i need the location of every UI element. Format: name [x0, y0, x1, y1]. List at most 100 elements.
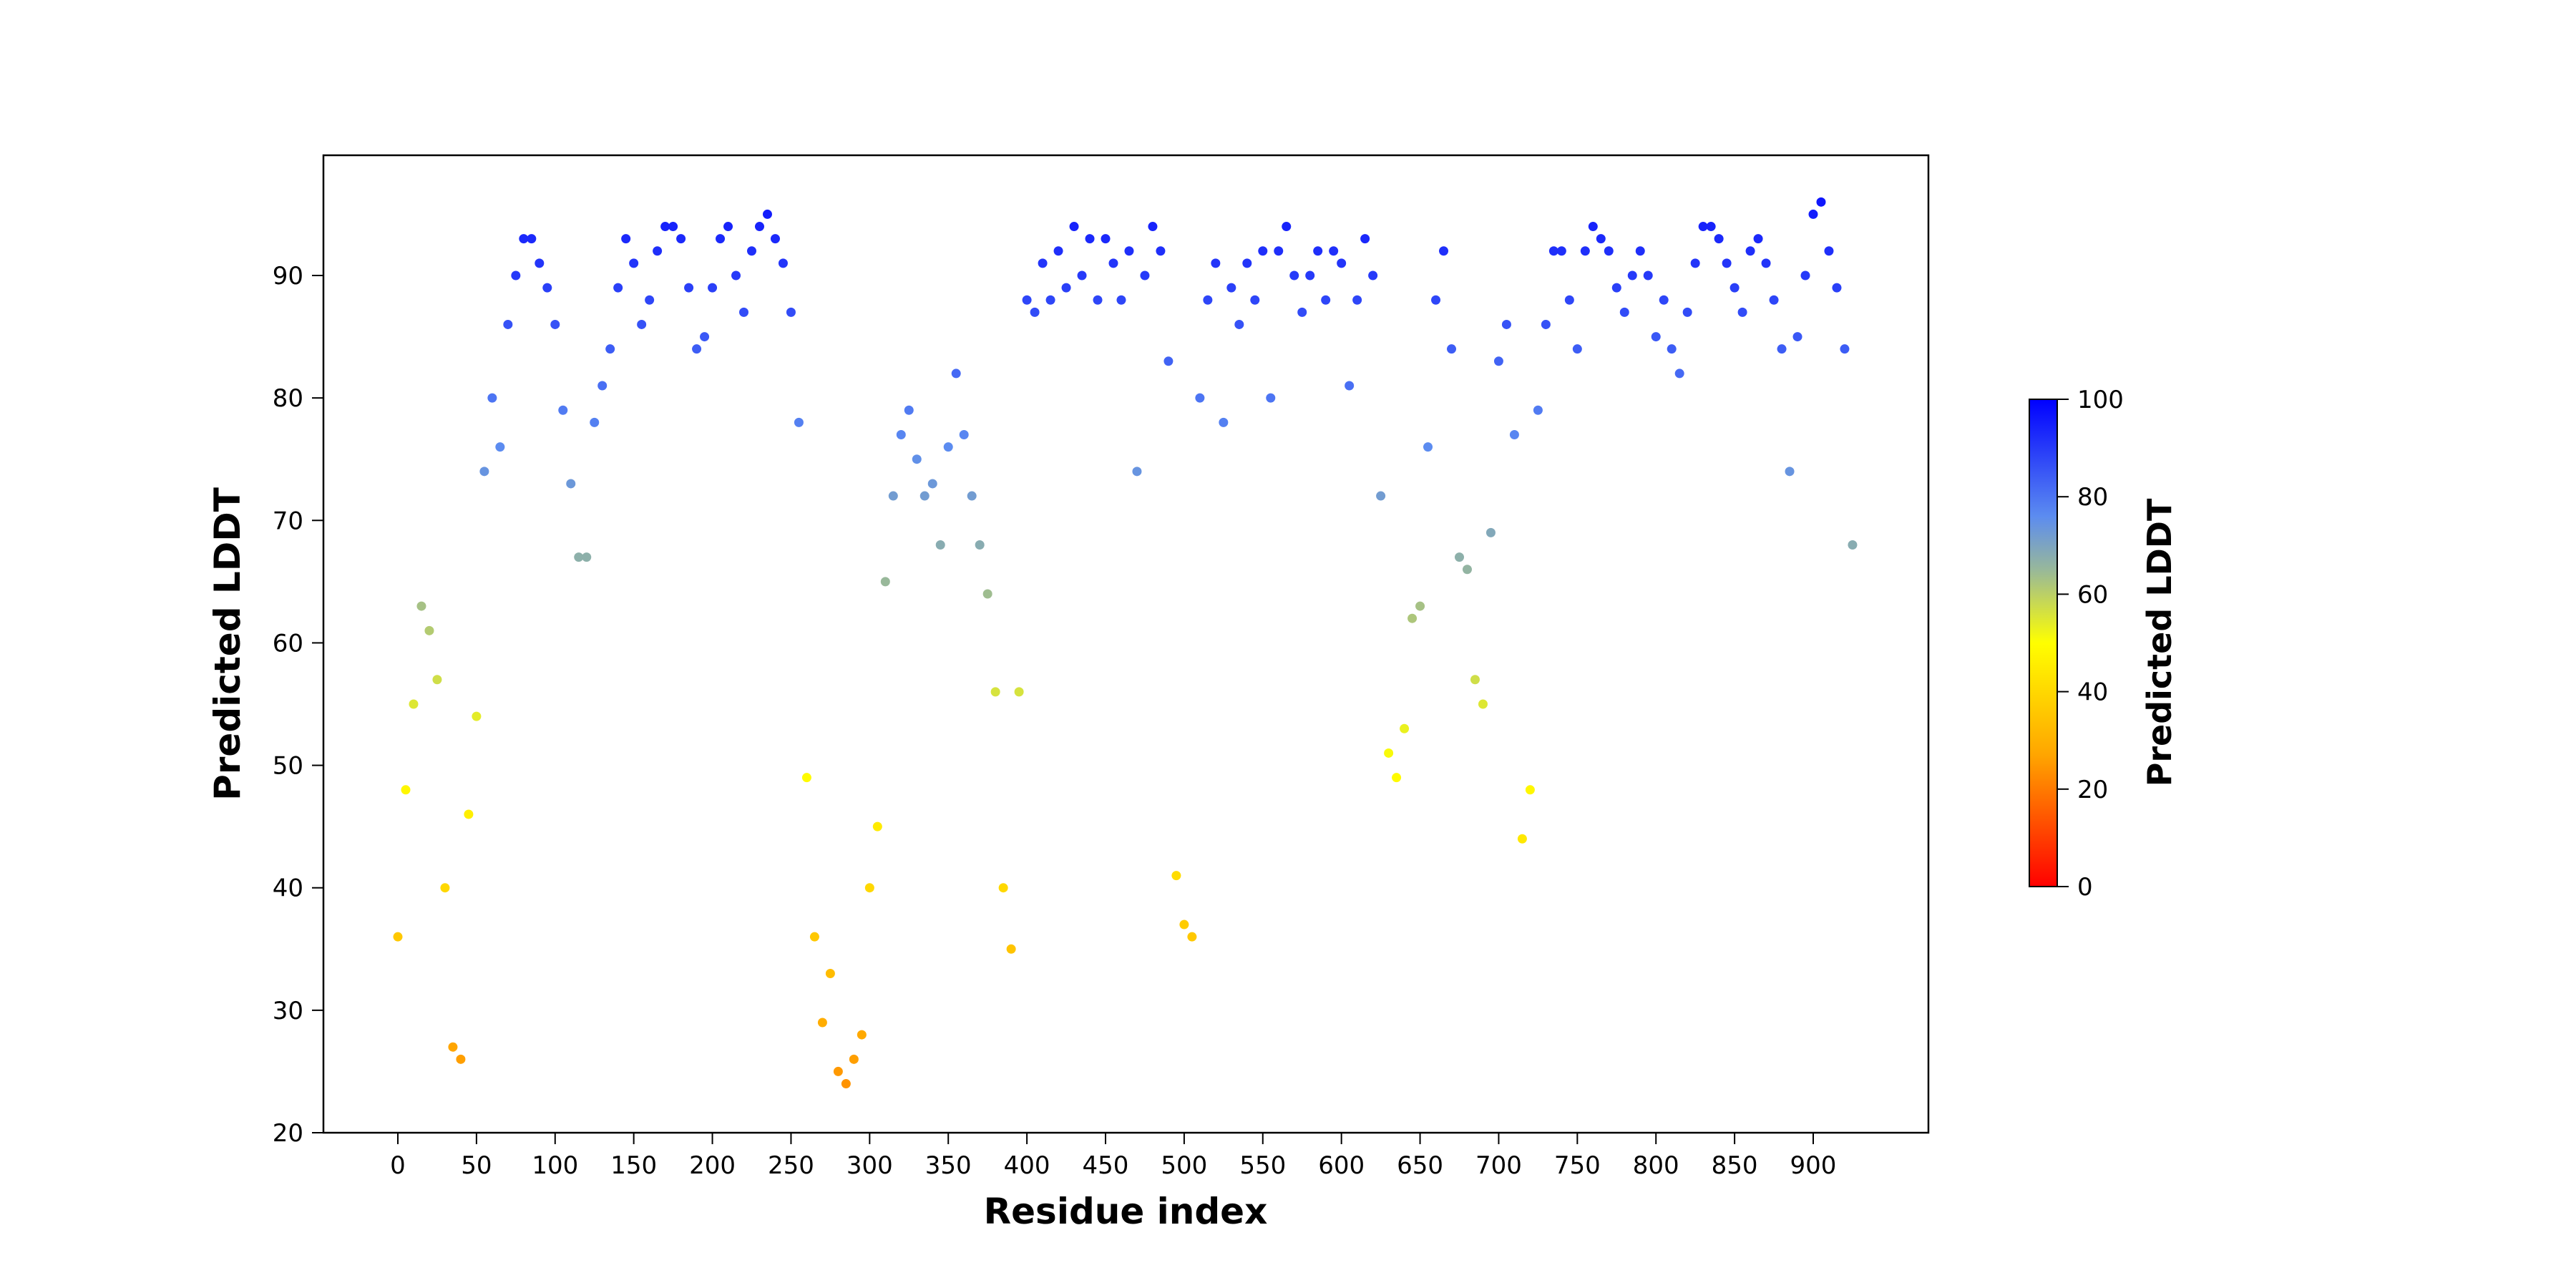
data-point	[708, 283, 718, 293]
y-tick-label: 60	[273, 629, 303, 658]
data-point	[550, 319, 560, 329]
data-point	[880, 577, 890, 587]
data-point	[692, 344, 702, 354]
data-point	[1360, 234, 1370, 244]
x-tick-label: 450	[1083, 1151, 1129, 1180]
x-tick-label: 650	[1397, 1151, 1443, 1180]
colorbar-tick-label: 60	[2077, 580, 2108, 609]
data-point	[1588, 222, 1598, 232]
data-point	[1179, 919, 1189, 930]
data-point	[1171, 871, 1181, 881]
data-point	[1643, 270, 1653, 280]
data-point	[1352, 295, 1362, 305]
y-tick-label: 70	[273, 507, 303, 535]
data-point	[1124, 246, 1134, 256]
data-point	[456, 1054, 466, 1064]
y-tick-label: 20	[273, 1119, 303, 1148]
data-point	[904, 405, 914, 415]
data-point	[1745, 246, 1755, 256]
data-point	[1085, 234, 1095, 244]
data-point	[716, 234, 726, 244]
data-point	[1289, 270, 1299, 280]
data-point	[653, 246, 663, 256]
data-point	[1030, 307, 1040, 317]
data-point	[1824, 246, 1834, 256]
data-point	[1455, 552, 1464, 562]
data-point	[1714, 234, 1724, 244]
data-point	[1061, 283, 1071, 293]
data-point	[1329, 246, 1339, 256]
data-point	[1604, 246, 1614, 256]
data-point	[1761, 258, 1771, 268]
x-tick-label: 600	[1318, 1151, 1365, 1180]
data-point	[1156, 246, 1166, 256]
data-point	[401, 785, 411, 795]
data-point	[1297, 307, 1307, 317]
data-point	[1313, 246, 1323, 256]
data-point	[1400, 723, 1410, 733]
data-point	[982, 589, 992, 599]
data-point	[1242, 258, 1252, 268]
data-point	[1195, 393, 1205, 403]
data-point	[605, 344, 615, 354]
x-axis-label: Residue index	[984, 1191, 1268, 1232]
data-point	[1282, 222, 1292, 232]
data-point	[959, 429, 969, 439]
data-point	[582, 552, 592, 562]
data-point	[535, 258, 545, 268]
data-point	[1006, 944, 1016, 954]
x-tick-label: 700	[1475, 1151, 1522, 1180]
colorbar-tick-label: 20	[2077, 776, 2108, 804]
data-point	[1337, 258, 1347, 268]
data-point	[1407, 613, 1418, 623]
data-point	[786, 307, 796, 317]
data-point	[1163, 356, 1174, 366]
data-point	[1219, 417, 1229, 427]
data-point	[1069, 222, 1079, 232]
x-tick-label: 500	[1161, 1151, 1207, 1180]
data-point	[1785, 467, 1795, 477]
data-point	[872, 821, 882, 831]
x-tick-label: 200	[689, 1151, 736, 1180]
y-tick-label: 40	[273, 874, 303, 903]
data-point	[1423, 442, 1433, 452]
data-point	[1533, 405, 1543, 415]
data-point	[1431, 295, 1441, 305]
data-point	[1014, 687, 1024, 697]
data-point	[1415, 601, 1425, 611]
data-point	[676, 234, 686, 244]
data-point	[951, 369, 961, 379]
data-point	[1611, 283, 1621, 293]
data-point	[1226, 283, 1236, 293]
data-point	[613, 283, 623, 293]
y-tick-label: 50	[273, 752, 303, 781]
x-tick-label: 0	[390, 1151, 406, 1180]
data-point	[1753, 234, 1763, 244]
data-point	[1635, 246, 1645, 256]
data-point	[1485, 527, 1496, 537]
y-axis-label: Predicted LDDT	[207, 487, 248, 801]
x-tick-label: 750	[1554, 1151, 1601, 1180]
data-point	[809, 932, 819, 942]
data-point	[1462, 565, 1472, 575]
data-point	[943, 442, 953, 452]
data-point	[723, 222, 733, 232]
data-point	[1541, 319, 1551, 329]
data-point	[990, 687, 1000, 697]
x-tick-label: 100	[532, 1151, 578, 1180]
data-point	[1808, 209, 1818, 219]
data-point	[1501, 319, 1511, 329]
data-point	[1722, 258, 1732, 268]
data-point	[770, 234, 780, 244]
data-point	[519, 234, 529, 244]
data-point	[1667, 344, 1677, 354]
data-point	[1493, 356, 1503, 366]
data-point	[409, 699, 419, 709]
data-point	[857, 1030, 867, 1040]
data-point	[629, 258, 639, 268]
x-tick-label: 250	[768, 1151, 814, 1180]
data-point	[1470, 675, 1480, 685]
data-point	[668, 222, 678, 232]
data-point	[1203, 295, 1213, 305]
